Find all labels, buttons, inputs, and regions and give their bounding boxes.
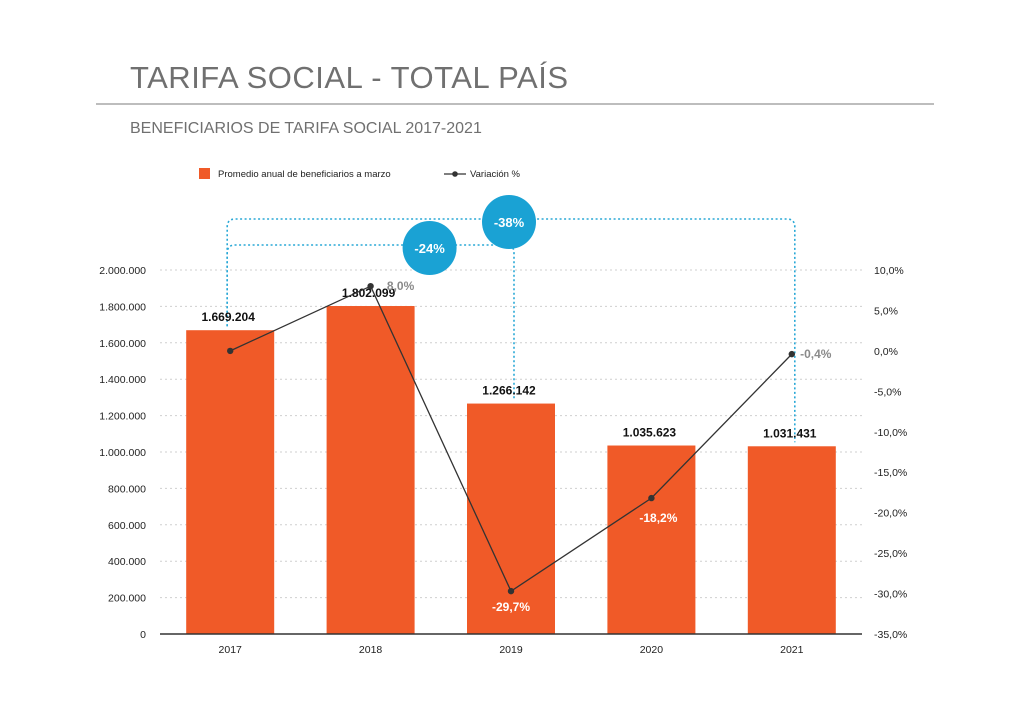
y-left-tick-label: 200.000 xyxy=(108,593,146,605)
bar-2019 xyxy=(467,403,555,634)
bar-2017 xyxy=(186,330,275,634)
y-left-tick-label: 800.000 xyxy=(108,483,146,495)
y-right-tick-label: 10,0% xyxy=(874,265,904,277)
bar-2020 xyxy=(607,445,696,634)
annotation-bracket xyxy=(226,244,515,400)
x-tick-label: 2021 xyxy=(780,644,804,656)
variation-point-2018 xyxy=(367,282,374,290)
y-right-tick-label: -30,0% xyxy=(874,589,907,601)
page-title: TARIFA SOCIAL - TOTAL PAÍS xyxy=(130,60,569,95)
bar-value-label: 1.035.623 xyxy=(623,426,677,440)
y-left-tick-label: 1.200.000 xyxy=(99,411,146,423)
variation-label: -29,7% xyxy=(492,600,530,614)
title-divider xyxy=(96,103,934,105)
bar-value-label: 1.031.431 xyxy=(763,426,817,440)
page-subtitle: BENEFICIARIOS DE TARIFA SOCIAL 2017-2021 xyxy=(130,120,482,137)
y-right-tick-label: -25,0% xyxy=(874,548,907,560)
variation-label: -0,4% xyxy=(800,347,832,361)
x-tick-label: 2019 xyxy=(499,644,523,656)
variation-label: 8,0% xyxy=(387,279,415,293)
bar-value-label: 1.669.204 xyxy=(202,310,256,324)
variation-point-2019 xyxy=(507,587,515,595)
x-tick-label: 2017 xyxy=(219,644,243,656)
bar-value-label: 1.266.142 xyxy=(482,384,536,398)
y-right-tick-label: -10,0% xyxy=(874,427,907,439)
bar-2018 xyxy=(326,306,415,634)
bar-value-label: 1.802.099 xyxy=(342,286,396,300)
y-left-tick-label: 1.000.000 xyxy=(99,447,146,459)
annotation-label: -24% xyxy=(414,241,445,256)
legend-swatch-bars xyxy=(199,168,210,179)
annotation-badge xyxy=(482,195,536,249)
y-left-tick-label: 1.600.000 xyxy=(99,338,146,350)
y-right-tick-label: 5,0% xyxy=(874,305,898,317)
y-left-tick-label: 600.000 xyxy=(108,520,146,532)
annotation-badge xyxy=(402,221,457,275)
annotation-label: -38% xyxy=(494,215,525,230)
variation-point-2021 xyxy=(788,350,795,358)
x-tick-label: 2018 xyxy=(359,644,383,656)
y-left-tick-label: 0 xyxy=(140,629,146,641)
y-right-tick-label: -35,0% xyxy=(874,629,907,641)
bar-2021 xyxy=(747,446,836,634)
legend-label-line: Variación % xyxy=(470,169,521,180)
y-left-tick-label: 2.000.000 xyxy=(99,265,146,277)
variation-point-2020 xyxy=(648,494,655,502)
legend-swatch-marker xyxy=(452,171,458,177)
y-left-tick-label: 400.000 xyxy=(108,556,146,568)
variation-point-2017 xyxy=(227,347,234,355)
legend-label-bars: Promedio anual de beneficiarios a marzo xyxy=(218,169,391,180)
y-left-tick-label: 1.800.000 xyxy=(99,301,146,313)
y-right-tick-label: -20,0% xyxy=(874,508,907,520)
variation-label: -18,2% xyxy=(639,511,677,525)
y-left-tick-label: 1.400.000 xyxy=(99,374,146,386)
x-tick-label: 2020 xyxy=(640,644,664,656)
y-right-tick-label: -5,0% xyxy=(874,386,901,398)
y-right-tick-label: -15,0% xyxy=(874,467,907,479)
y-right-tick-label: 0,0% xyxy=(874,346,898,358)
